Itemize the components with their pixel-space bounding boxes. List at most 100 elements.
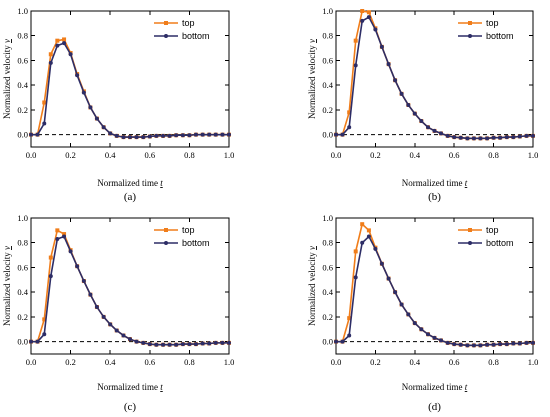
data-point-bottom	[154, 133, 159, 138]
data-point-bottom	[81, 279, 86, 284]
legend-marker-bottom	[468, 241, 472, 245]
data-point-bottom	[498, 342, 503, 347]
legend-label-top: top	[486, 225, 499, 235]
data-point-bottom	[531, 133, 535, 138]
data-point-top	[366, 10, 371, 15]
data-point-bottom	[75, 264, 80, 269]
x-tick-label: 0.8	[184, 357, 195, 367]
data-point-bottom	[347, 125, 352, 130]
data-point-bottom	[35, 339, 40, 344]
data-point-bottom	[48, 60, 53, 65]
legend-label-bottom: bottom	[486, 238, 514, 248]
x-tick-label: 0.8	[488, 357, 499, 367]
y-tick-label: 1.0	[322, 213, 333, 223]
data-point-bottom	[517, 134, 522, 139]
x-tick-label: 0.8	[488, 150, 499, 160]
data-point-bottom	[147, 134, 152, 139]
data-point-bottom	[485, 342, 490, 347]
data-point-top	[353, 249, 358, 254]
data-point-bottom	[366, 15, 371, 20]
data-point-bottom	[167, 133, 172, 138]
data-point-bottom	[399, 302, 404, 307]
data-point-bottom	[220, 340, 225, 345]
data-point-bottom	[412, 111, 417, 116]
legend-label-top: top	[486, 18, 499, 28]
data-point-bottom	[445, 340, 450, 345]
data-point-bottom	[128, 337, 132, 342]
panel-label: (d)	[428, 401, 441, 413]
series-line-bottom	[31, 235, 229, 346]
data-point-bottom	[347, 333, 352, 338]
y-tick-label: 0.0	[17, 337, 28, 347]
y-tick-label: 0.2	[322, 312, 333, 322]
data-point-bottom	[161, 342, 166, 347]
data-point-bottom	[121, 135, 126, 140]
y-tick-label: 0.2	[322, 105, 333, 115]
y-tick-label: 0.8	[17, 238, 28, 248]
panel-label: (b)	[428, 191, 441, 203]
data-point-bottom	[35, 132, 40, 137]
legend-marker-top	[164, 228, 168, 232]
data-point-bottom	[62, 41, 67, 46]
data-point-top	[48, 52, 53, 57]
y-tick-label: 0.6	[17, 262, 28, 272]
plot-frame	[335, 217, 534, 355]
data-point-bottom	[439, 338, 444, 343]
data-point-bottom	[55, 237, 60, 242]
x-tick-label: 1.0	[528, 150, 539, 160]
legend-marker-bottom	[164, 34, 168, 38]
plot-frame	[335, 10, 534, 148]
data-point-bottom	[174, 342, 179, 347]
data-point-bottom	[134, 135, 139, 140]
data-point-bottom	[498, 135, 503, 140]
data-point-bottom	[128, 135, 132, 140]
data-point-bottom	[29, 132, 33, 137]
data-point-bottom	[68, 52, 73, 57]
y-tick-label: 0.0	[322, 337, 333, 347]
data-point-top	[42, 100, 47, 105]
legend-marker-top	[468, 21, 472, 25]
data-point-bottom	[379, 261, 384, 266]
x-tick-label: 0.0	[331, 357, 342, 367]
y-tick-label: 0.6	[322, 55, 333, 65]
data-point-bottom	[141, 135, 146, 140]
data-point-bottom	[141, 340, 146, 345]
y-axis-label: Normalized velocity v	[307, 246, 317, 326]
data-point-bottom	[452, 342, 457, 347]
data-point-bottom	[29, 339, 33, 344]
chart-panel-1: 0.0 0.2 0.4 0.6 0.8 1.0 0.0 0.2 0.4 0.6 0.8 1.0 top b…	[307, 6, 538, 203]
legend-marker-top	[468, 228, 472, 232]
data-point-top	[347, 316, 352, 321]
data-point-bottom	[227, 340, 231, 345]
data-point-bottom	[419, 119, 424, 124]
data-point-bottom	[386, 276, 391, 281]
data-point-bottom	[432, 335, 437, 340]
legend-marker-bottom	[164, 241, 168, 245]
y-tick-label: 0.8	[322, 238, 333, 248]
data-point-bottom	[531, 340, 535, 345]
data-point-bottom	[399, 91, 404, 96]
y-tick-label: 0.2	[17, 312, 28, 322]
panel-label: (a)	[124, 191, 137, 203]
data-point-bottom	[134, 339, 139, 344]
data-point-bottom	[161, 133, 166, 138]
x-tick-label: 0.4	[105, 357, 116, 367]
data-point-bottom	[114, 328, 119, 333]
x-tick-label: 0.4	[409, 357, 420, 367]
x-tick-label: 0.8	[184, 150, 195, 160]
data-point-bottom	[439, 131, 444, 136]
y-tick-label: 1.0	[322, 6, 333, 16]
x-tick-label: 0.4	[409, 150, 420, 160]
data-point-bottom	[465, 136, 470, 141]
series-line-bottom	[31, 42, 229, 138]
data-point-bottom	[55, 43, 60, 48]
data-point-bottom	[485, 136, 490, 141]
x-tick-label: 0.6	[144, 357, 155, 367]
plot-frame	[30, 10, 230, 148]
data-point-top	[366, 228, 371, 233]
chart-panel-2: 0.0 0.2 0.4 0.6 0.8 1.0 0.0 0.2 0.4 0.6 0.8 1.0 top b…	[2, 213, 234, 413]
panel-label: (c)	[124, 401, 137, 413]
x-tick-label: 0.0	[26, 150, 37, 160]
y-tick-label: 1.0	[17, 6, 28, 16]
